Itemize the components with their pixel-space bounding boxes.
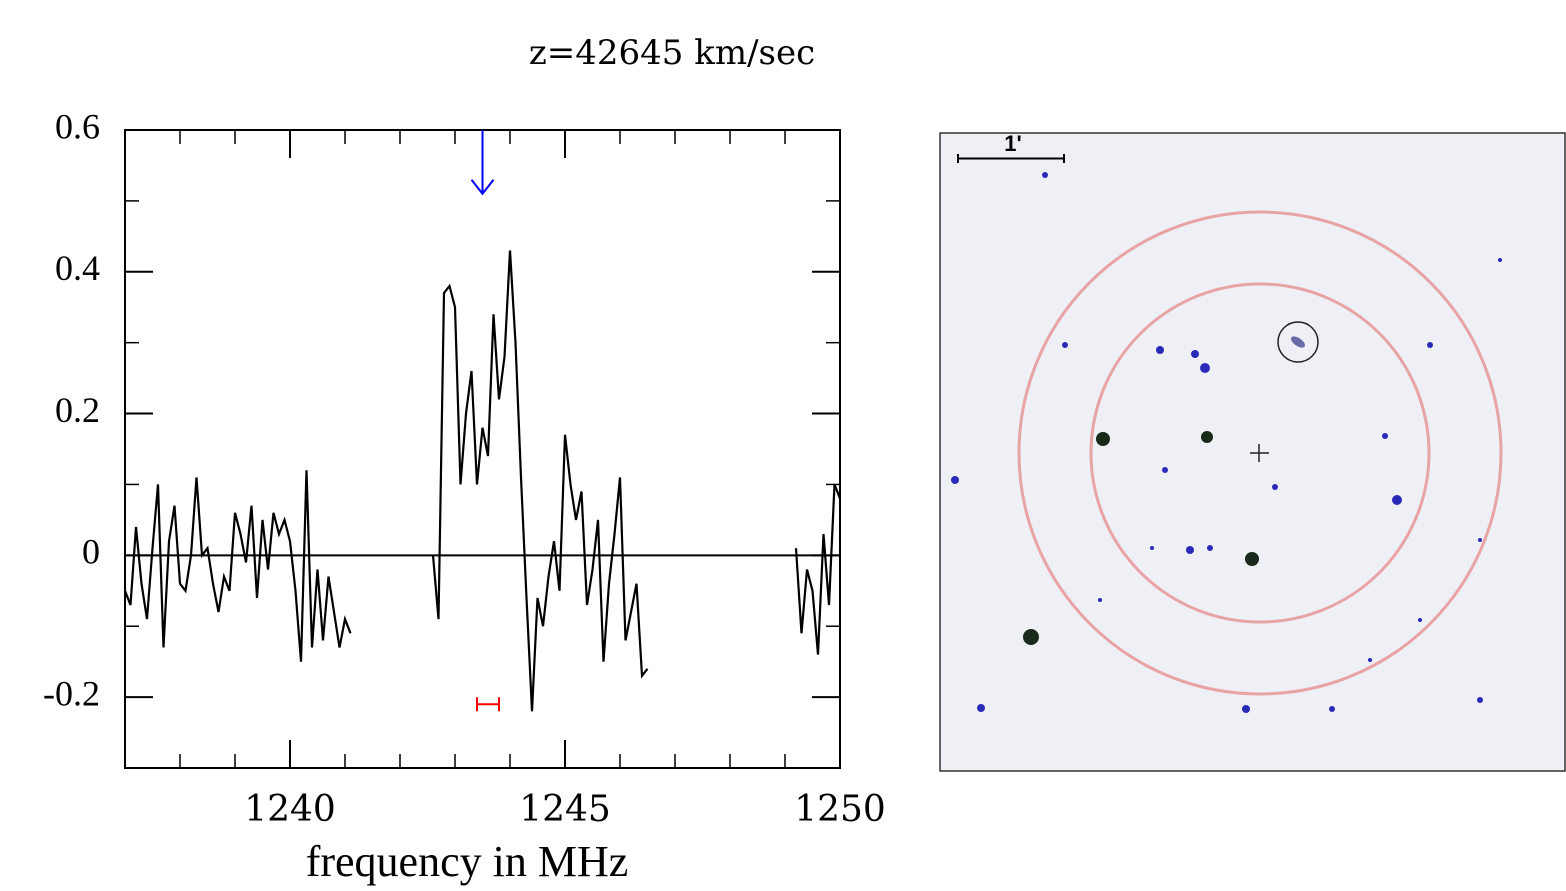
image-frame <box>939 132 1566 772</box>
y-tick-label: 0.6 <box>55 106 100 146</box>
galaxy <box>1291 336 1305 348</box>
center-cross <box>1250 444 1269 462</box>
inner-circle <box>1089 282 1431 624</box>
scale-bar <box>957 154 1065 163</box>
scale-label: 1' <box>1004 131 1021 156</box>
arrow <box>470 130 495 196</box>
y-tick-label: 0.4 <box>55 248 100 288</box>
x-axis-label: frequency in MHz <box>306 837 629 886</box>
plot-frame <box>124 129 841 769</box>
x-tick-label: 1240 <box>244 789 336 830</box>
y-tick-label: 0 <box>82 532 100 572</box>
sky-image: 1' <box>939 131 1566 772</box>
x-tick-label: 1250 <box>794 789 886 830</box>
faint-sources <box>951 172 1502 713</box>
error-bar <box>476 697 500 712</box>
y-tick-label: 0.2 <box>55 390 100 430</box>
spectrum-line <box>123 250 842 712</box>
target-circle <box>1277 321 1319 363</box>
x-tick-label: 1245 <box>519 789 611 830</box>
stars <box>1023 431 1259 645</box>
chart-title: z=42645 km/sec <box>529 33 815 73</box>
outer-circle <box>1017 210 1503 696</box>
y-tick-label: -0.2 <box>43 673 100 713</box>
